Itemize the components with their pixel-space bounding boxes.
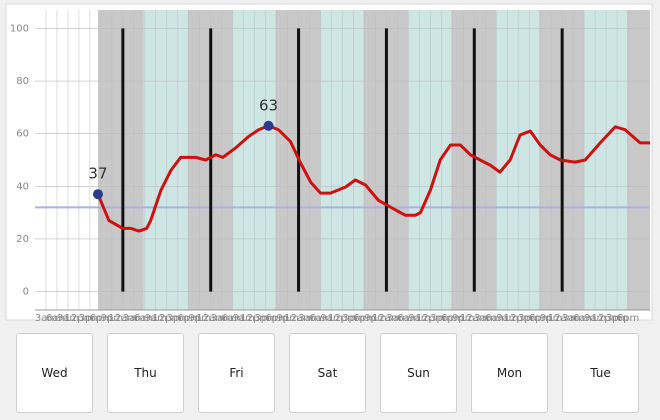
x-tick-label: 3pm <box>254 313 276 324</box>
day-button[interactable]: Fri <box>198 333 275 413</box>
x-tick-label: 3pm <box>518 313 540 324</box>
x-tick-label: 6am <box>397 313 419 324</box>
x-tick-label: 3pm <box>167 313 189 324</box>
day-button[interactable]: Sat <box>289 333 366 413</box>
x-tick-label: 12pm <box>240 313 269 324</box>
x-tick-label: 6am <box>573 313 595 324</box>
point-label: 63 <box>259 96 278 114</box>
day-button[interactable]: Wed <box>16 333 93 413</box>
x-tick-label: 3am <box>298 313 320 324</box>
x-tick-label: 3pm <box>79 313 101 324</box>
day-button[interactable]: Thu <box>107 333 184 413</box>
x-tick-label: 6pm <box>617 313 639 324</box>
day-button[interactable]: Tue <box>562 333 639 413</box>
day-button[interactable]: Mon <box>471 333 548 413</box>
x-tick-label: 12am <box>284 313 313 324</box>
y-tick-label: 100 <box>10 23 29 34</box>
x-tick-label: 6am <box>222 313 244 324</box>
x-tick-label: 3am <box>562 313 584 324</box>
x-tick-label: 9pm <box>452 313 474 324</box>
x-tick-label: 3am <box>123 313 145 324</box>
chart: 0204060801003am6am9am12pm3pm6pm9pm12am3a… <box>5 3 653 324</box>
x-tick-label: 12am <box>109 313 138 324</box>
x-tick-label: 12pm <box>416 313 445 324</box>
time-band <box>232 10 276 310</box>
x-tick-label: 9am <box>145 313 167 324</box>
x-tick-label: 3am <box>474 313 496 324</box>
data-line <box>96 124 650 233</box>
x-tick-label: 6am <box>46 313 68 324</box>
x-tick-label: 6pm <box>265 313 287 324</box>
time-band <box>143 10 188 310</box>
highlight-point <box>263 120 274 131</box>
x-tick-label: 12am <box>372 313 401 324</box>
x-tick-label: 12pm <box>152 313 181 324</box>
x-tick-label: 3pm <box>430 313 452 324</box>
x-tick-label: 9am <box>320 313 342 324</box>
x-tick-label: 6pm <box>441 313 463 324</box>
x-tick-label: 3am <box>211 313 233 324</box>
y-tick-label: 40 <box>16 181 29 192</box>
y-tick-label: 80 <box>16 76 29 87</box>
x-tick-label: 12pm <box>328 313 357 324</box>
x-tick-label: 6am <box>485 313 507 324</box>
x-tick-label: 9pm <box>101 313 123 324</box>
x-tick-label: 9am <box>233 313 255 324</box>
x-tick-label: 3pm <box>606 313 628 324</box>
x-tick-label: 6am <box>134 313 156 324</box>
x-tick-label: 9am <box>408 313 430 324</box>
x-tick-label: 9am <box>584 313 606 324</box>
x-tick-label: 12am <box>196 313 225 324</box>
point-label: 37 <box>88 165 107 183</box>
time-band <box>320 10 364 310</box>
time-band <box>408 10 452 310</box>
x-tick-label: 6am <box>309 313 331 324</box>
x-tick-label: 12pm <box>504 313 533 324</box>
x-tick-label: 6pm <box>90 313 112 324</box>
y-tick-label: 20 <box>16 234 29 245</box>
x-tick-label: 12pm <box>592 313 621 324</box>
time-band <box>97 10 144 310</box>
x-tick-label: 9am <box>496 313 518 324</box>
x-tick-label: 6pm <box>529 313 551 324</box>
x-tick-label: 6pm <box>178 313 200 324</box>
day-button[interactable]: Sun <box>380 333 457 413</box>
highlight-point <box>92 189 103 200</box>
x-tick-label: 12am <box>460 313 489 324</box>
time-band <box>626 10 650 310</box>
x-tick-label: 12pm <box>65 313 94 324</box>
time-band <box>496 10 540 310</box>
x-tick-label: 9pm <box>189 313 211 324</box>
x-tick-label: 3am <box>386 313 408 324</box>
x-tick-label: 3pm <box>342 313 364 324</box>
x-tick-label: 9pm <box>364 313 386 324</box>
x-tick-label: 6pm <box>353 313 375 324</box>
x-tick-label: 3am <box>35 313 57 324</box>
y-tick-label: 0 <box>23 287 29 298</box>
x-tick-label: 12am <box>548 313 577 324</box>
x-tick-label: 9am <box>57 313 79 324</box>
y-tick-label: 60 <box>16 129 29 140</box>
time-band <box>584 10 627 310</box>
x-tick-label: 9pm <box>276 313 298 324</box>
x-tick-label: 9pm <box>540 313 562 324</box>
